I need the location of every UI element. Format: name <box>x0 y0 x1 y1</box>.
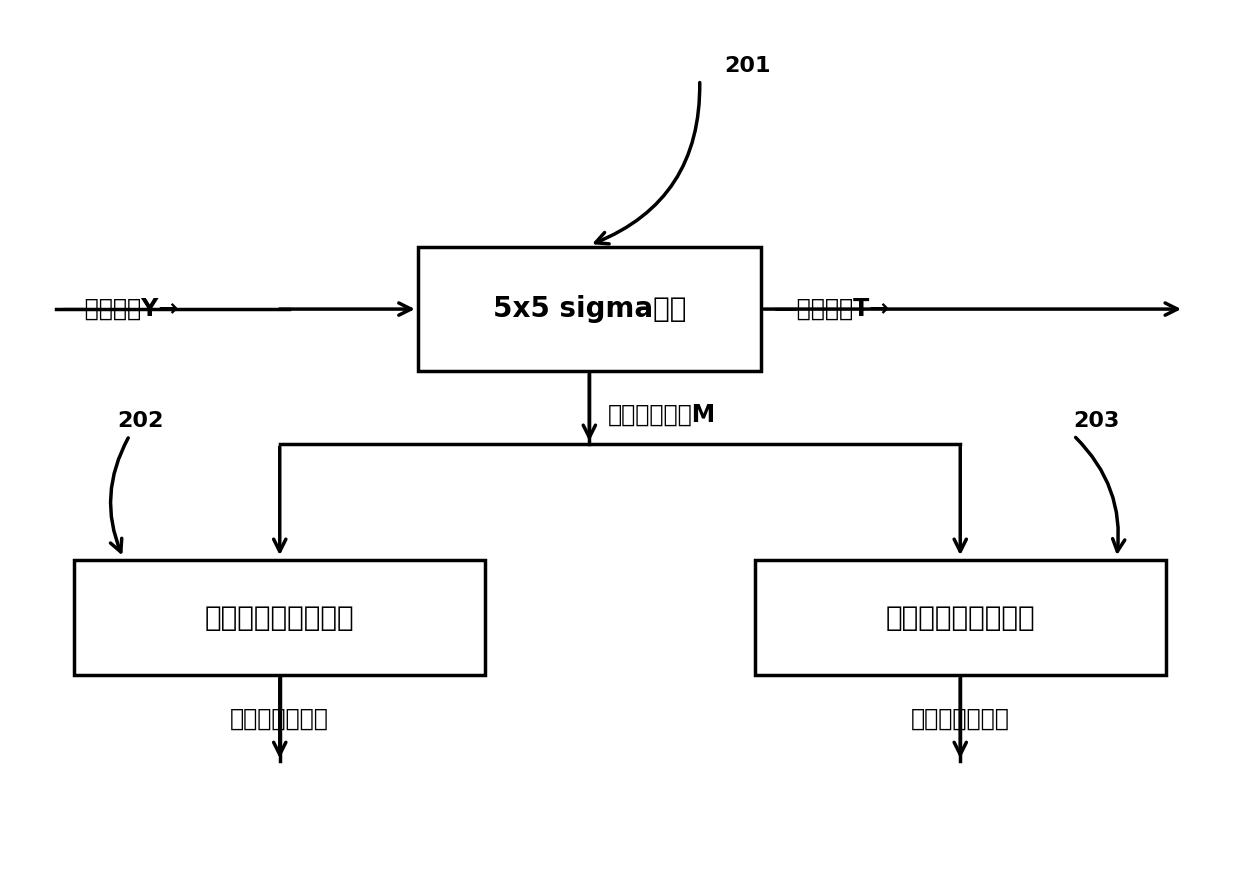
Text: 白适应选代步长计算: 白适应选代步长计算 <box>885 604 1035 631</box>
Text: —目标图像T→: —目标图像T→ <box>774 297 889 321</box>
Text: —校正图像Y→: —校正图像Y→ <box>62 297 180 321</box>
Text: 阈値内像素数M: 阈値内像素数M <box>608 403 715 427</box>
Text: 异常像素校正値: 异常像素校正値 <box>231 706 329 731</box>
FancyBboxPatch shape <box>418 247 761 371</box>
Text: 5x5 sigma滤波: 5x5 sigma滤波 <box>492 295 686 323</box>
FancyBboxPatch shape <box>74 560 485 676</box>
FancyBboxPatch shape <box>755 560 1166 676</box>
Text: 白适应选代步长: 白适应选代步长 <box>911 706 1009 731</box>
Text: 202: 202 <box>118 411 164 431</box>
Text: 203: 203 <box>1074 411 1120 431</box>
Text: 异常像素检测与替换: 异常像素检测与替换 <box>205 604 355 631</box>
Text: 201: 201 <box>724 56 771 76</box>
